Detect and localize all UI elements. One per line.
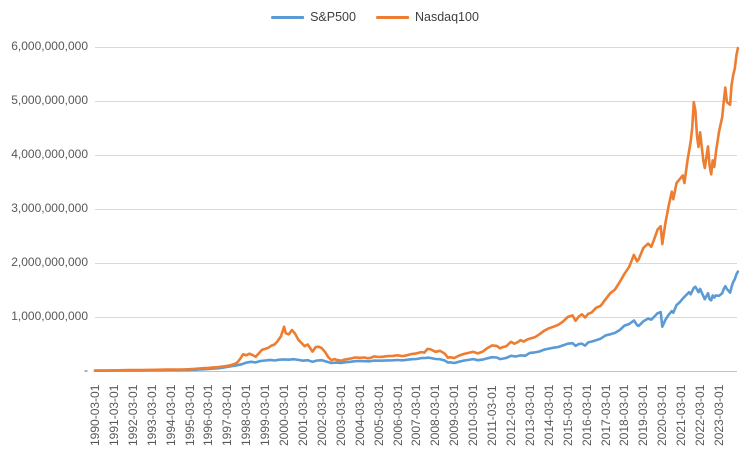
x-axis-line	[95, 370, 737, 372]
y-gridline	[95, 154, 737, 156]
series-sp500-line[interactable]	[93, 270, 740, 373]
y-gridline	[95, 316, 737, 318]
y-axis-tick-label: 1,000,000,000	[11, 309, 88, 323]
y-axis-tick-label: 4,000,000,000	[11, 147, 88, 161]
y-axis-tick-label: 2,000,000,000	[11, 255, 88, 269]
y-gridline	[95, 208, 737, 210]
series-nasdaq100-line[interactable]	[93, 46, 740, 372]
y-axis-tick-label: 3,000,000,000	[11, 201, 88, 215]
y-axis-tick-label: 5,000,000,000	[11, 93, 88, 107]
y-axis-tick-label: -	[84, 363, 88, 377]
y-axis-tick-label: 6,000,000,000	[11, 39, 88, 53]
y-gridline	[95, 100, 737, 102]
sp500-line-swatch	[271, 15, 305, 19]
legend-item-sp500[interactable]: S&P500	[271, 10, 356, 24]
nasdaq100-line-swatch	[375, 15, 409, 19]
legend-label-nasdaq100: Nasdaq100	[414, 10, 479, 24]
y-gridline	[95, 262, 737, 264]
y-gridline	[95, 46, 737, 48]
legend-item-nasdaq100[interactable]: Nasdaq100	[375, 10, 479, 24]
legend-label-sp500: S&P500	[310, 10, 356, 24]
chart-legend: S&P500 Nasdaq100	[271, 10, 479, 24]
